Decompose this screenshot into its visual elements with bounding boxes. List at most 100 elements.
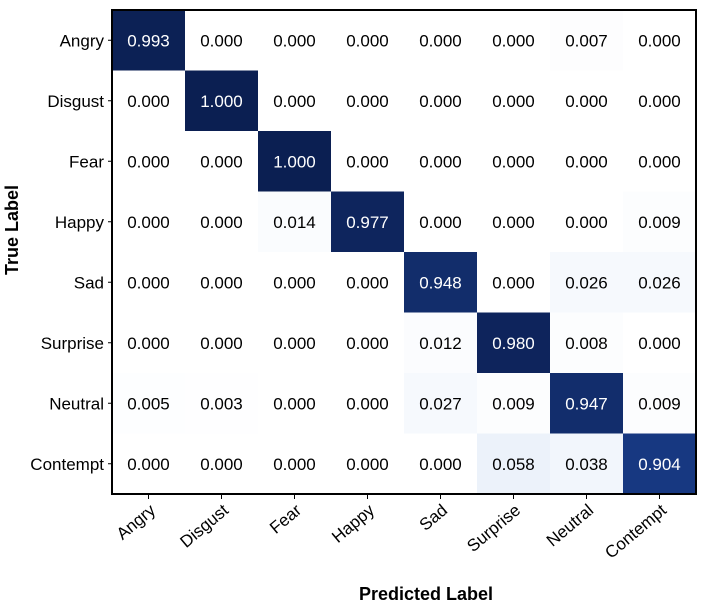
heatmap-cell (550, 312, 624, 374)
heatmap-cell (331, 373, 405, 434)
cell-value-label: 0.000 (346, 273, 389, 292)
heatmap-cell (112, 312, 186, 374)
cell-value-label: 0.000 (419, 31, 462, 50)
heatmap-cell (331, 10, 405, 71)
plot-frame (111, 9, 697, 495)
cell-value-label: 0.000 (127, 273, 170, 292)
cell-value-label: 0.993 (127, 31, 170, 50)
cell-value-label: 0.000 (492, 92, 535, 111)
heatmap-cell (258, 373, 332, 434)
heatmap-cell (404, 312, 478, 374)
heatmap-cell (185, 312, 259, 374)
heatmap-cell (477, 191, 551, 253)
cell-value-label: 0.000 (127, 152, 170, 171)
cell-value-label: 0.000 (273, 455, 316, 474)
cell-value-label: 0.026 (638, 273, 681, 292)
cell-value-label: 0.000 (419, 92, 462, 111)
cell-value-label: 0.007 (565, 31, 608, 50)
cell-value-label: 0.000 (127, 455, 170, 474)
y-axis-title: True Label (2, 185, 22, 275)
heatmap-cell (550, 131, 624, 192)
heatmap-cell (550, 10, 624, 71)
cell-value-label: 0.000 (492, 213, 535, 232)
y-tick-label: Fear (69, 152, 104, 171)
heatmap-cell (550, 252, 624, 313)
cell-value-label: 0.000 (565, 213, 608, 232)
cell-value-label: 0.000 (492, 31, 535, 50)
heatmap-cell (331, 131, 405, 192)
x-axis-title: Predicted Label (359, 584, 493, 604)
x-tick-label: Sad (416, 501, 451, 535)
heatmap-cell (623, 312, 697, 374)
heatmap-cell (623, 252, 697, 313)
heatmap-cell (404, 10, 478, 71)
cell-value-label: 0.000 (638, 334, 681, 353)
heatmap-cell (185, 433, 259, 495)
heatmap-cell (404, 252, 478, 313)
heatmap-cell (623, 131, 697, 192)
heatmap-cell (258, 70, 332, 132)
cell-value-label: 0.000 (419, 455, 462, 474)
cell-value-label: 0.000 (127, 92, 170, 111)
cell-value-label: 0.009 (638, 213, 681, 232)
y-tick-label: Happy (55, 213, 105, 232)
heatmap-cell (477, 252, 551, 313)
cell-value-label: 0.000 (273, 394, 316, 413)
cell-value-label: 0.000 (273, 31, 316, 50)
cell-value-label: 0.000 (346, 455, 389, 474)
heatmap-cell (550, 433, 624, 495)
x-tick-label: Angry (113, 500, 160, 543)
cell-value-label: 0.000 (273, 334, 316, 353)
heatmap-cell (185, 191, 259, 253)
x-tick-label: Happy (328, 500, 378, 546)
heatmap-cell (477, 312, 551, 374)
heatmap-cell (331, 70, 405, 132)
cell-value-label: 0.000 (127, 334, 170, 353)
heatmap-cell (185, 10, 259, 71)
cell-value-label: 0.000 (419, 152, 462, 171)
y-tick-label: Disgust (47, 92, 104, 111)
cell-value-label: 0.000 (638, 92, 681, 111)
x-tick-label: Contempt (601, 500, 670, 562)
cell-value-label: 0.008 (565, 334, 608, 353)
heatmap-cell (477, 10, 551, 71)
heatmap-cell (112, 191, 186, 253)
heatmap-cell (550, 70, 624, 132)
heatmap-cell (258, 10, 332, 71)
heatmap-cell (404, 373, 478, 434)
heatmap-cell (331, 191, 405, 253)
y-tick-label: Angry (60, 31, 105, 50)
heatmap-cell (185, 70, 259, 132)
cell-value-label: 0.904 (638, 455, 681, 474)
cell-value-label: 0.977 (346, 213, 389, 232)
heatmap-cell (404, 191, 478, 253)
cell-value-label: 0.000 (565, 152, 608, 171)
cell-value-label: 0.005 (127, 394, 170, 413)
y-tick-label: Sad (74, 273, 104, 292)
y-tick-label: Contempt (30, 455, 104, 474)
heatmap-cell (331, 252, 405, 313)
cell-value-label: 0.947 (565, 394, 608, 413)
heatmap-cell (477, 373, 551, 434)
cell-value-label: 0.014 (273, 213, 316, 232)
cell-value-label: 0.026 (565, 273, 608, 292)
heatmap-cell (185, 373, 259, 434)
cell-value-label: 1.000 (273, 152, 316, 171)
cell-value-label: 0.000 (346, 92, 389, 111)
heatmap-cell (404, 131, 478, 192)
cell-value-label: 0.000 (346, 31, 389, 50)
heatmap-cell (550, 373, 624, 434)
heatmap-cell (623, 433, 697, 495)
heatmap-cell (623, 70, 697, 132)
x-axis-ticks: Angry Disgust Fear Happy Sad Surprise Neutral C… (113, 494, 670, 562)
cell-value-label: 0.000 (346, 394, 389, 413)
cell-value-label: 0.000 (200, 334, 243, 353)
x-tick-label: Fear (266, 500, 305, 537)
heatmap-cell (623, 373, 697, 434)
cell-value-label: 0.000 (200, 273, 243, 292)
heatmap-cell (477, 70, 551, 132)
heatmap-cell (258, 433, 332, 495)
heatmap-cell (331, 433, 405, 495)
cell-value-label: 0.000 (346, 334, 389, 353)
x-tick-label: Surprise (463, 501, 524, 556)
